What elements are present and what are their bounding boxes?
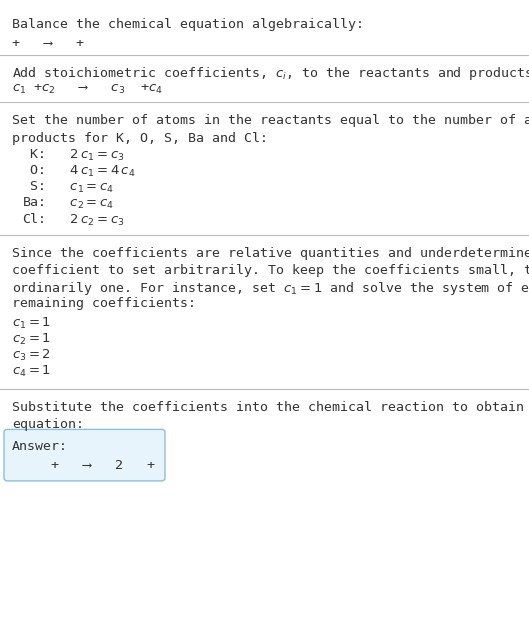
Text: coefficient to set arbitrarily. To keep the coefficients small, the arbitrary va: coefficient to set arbitrarily. To keep …	[12, 264, 529, 277]
Text: $c_2 = 1$: $c_2 = 1$	[12, 332, 51, 347]
Text: Balance the chemical equation algebraically:: Balance the chemical equation algebraica…	[12, 18, 364, 31]
Text: Set the number of atoms in the reactants equal to the number of atoms in the: Set the number of atoms in the reactants…	[12, 114, 529, 127]
Text: $c_4 = 1$: $c_4 = 1$	[12, 364, 51, 379]
Text: O:   $4\,c_1 = 4\,c_4$: O: $4\,c_1 = 4\,c_4$	[22, 163, 135, 179]
Text: Cl:   $2\,c_2 = c_3$: Cl: $2\,c_2 = c_3$	[22, 212, 125, 228]
Text: $c_1$ +$c_2$   ⟶   $c_3$  +$c_4$: $c_1$ +$c_2$ ⟶ $c_3$ +$c_4$	[12, 83, 163, 96]
Text: ordinarily one. For instance, set $c_1 = 1$ and solve the system of equations fo: ordinarily one. For instance, set $c_1 =…	[12, 280, 529, 298]
Text: K:   $2\,c_1 = c_3$: K: $2\,c_1 = c_3$	[22, 147, 125, 163]
Text: Since the coefficients are relative quantities and underdetermined, choose a: Since the coefficients are relative quan…	[12, 248, 529, 260]
FancyBboxPatch shape	[4, 430, 165, 481]
Text: equation:: equation:	[12, 419, 84, 431]
Text: Substitute the coefficients into the chemical reaction to obtain the balanced: Substitute the coefficients into the che…	[12, 401, 529, 414]
Text: products for K, O, S, Ba and Cl:: products for K, O, S, Ba and Cl:	[12, 132, 268, 145]
Text: $c_1 = 1$: $c_1 = 1$	[12, 316, 51, 331]
Text: S:   $c_1 = c_4$: S: $c_1 = c_4$	[22, 179, 114, 195]
Text: $c_3 = 2$: $c_3 = 2$	[12, 348, 51, 363]
Text: Add stoichiometric coefficients, $c_i$, to the reactants and products:: Add stoichiometric coefficients, $c_i$, …	[12, 65, 529, 82]
Text: +   ⟶   +: + ⟶ +	[12, 37, 84, 50]
Text: remaining coefficients:: remaining coefficients:	[12, 297, 196, 310]
Text: Ba:   $c_2 = c_4$: Ba: $c_2 = c_4$	[22, 196, 114, 211]
Text: +   ⟶   2   +: + ⟶ 2 +	[27, 458, 155, 472]
Text: Answer:: Answer:	[12, 440, 68, 453]
